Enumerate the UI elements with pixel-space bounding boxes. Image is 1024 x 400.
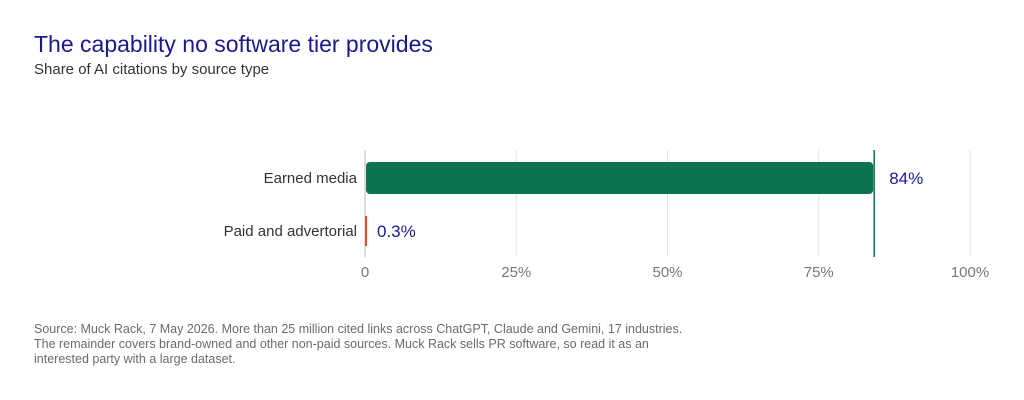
bar (366, 162, 874, 194)
category-label: Earned media (264, 170, 358, 187)
x-tick-label: 100% (951, 264, 989, 281)
source-note: Source: Muck Rack, 7 May 2026. More than… (34, 322, 683, 366)
x-tick-label: 0 (361, 264, 369, 281)
x-tick-label: 50% (652, 264, 682, 281)
value-label: 0.3% (377, 222, 416, 241)
chart-title: The capability no software tier provides (34, 31, 433, 57)
labels: 0 25% 50% 75% 100% Earned media 84% Paid and ad… (224, 169, 990, 281)
x-tick-label: 75% (804, 264, 834, 281)
bars (365, 150, 875, 257)
bar-chart: 0 25% 50% 75% 100% Earned media 84% Paid and ad… (224, 150, 990, 281)
chart-subtitle: Share of AI citations by source type (34, 61, 270, 78)
bar (365, 216, 367, 246)
x-tick-label: 25% (501, 264, 531, 281)
value-label: 84% (889, 169, 923, 188)
category-label: Paid and advertorial (224, 223, 357, 240)
